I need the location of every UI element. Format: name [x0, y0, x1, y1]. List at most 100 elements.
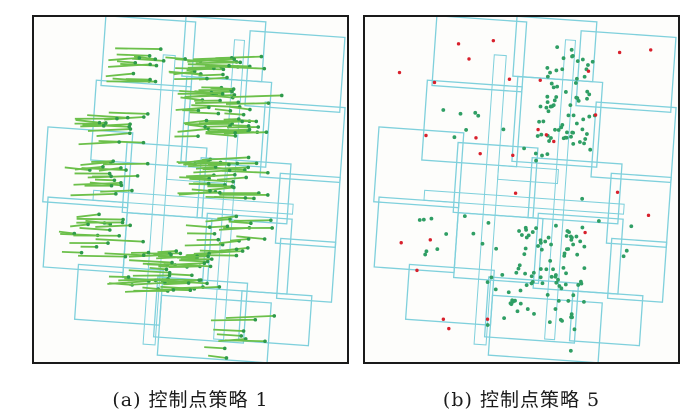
vector-head — [217, 285, 222, 289]
vector-line — [216, 176, 247, 181]
residual-vectors — [58, 47, 284, 360]
control-point-green — [423, 252, 428, 257]
vector-line — [98, 167, 122, 172]
vector-line — [204, 125, 231, 128]
control-point-green — [566, 113, 571, 118]
vector-line — [216, 333, 242, 337]
control-point-green — [572, 327, 577, 332]
vector-line — [98, 140, 144, 144]
vector-head — [225, 224, 230, 229]
tile-strip — [473, 54, 507, 346]
vector-head — [243, 196, 248, 200]
vector-head — [225, 75, 229, 80]
vector-head — [128, 131, 132, 136]
vector-head — [183, 57, 187, 61]
control-point-green — [585, 89, 590, 94]
control-point-green — [568, 103, 573, 108]
vector-head — [227, 162, 231, 167]
control-point-red — [397, 70, 402, 75]
control-point-green — [541, 119, 546, 124]
control-point-green — [544, 105, 549, 110]
vector-line — [84, 122, 106, 126]
control-point-red — [456, 42, 461, 46]
control-point-green — [545, 94, 550, 99]
control-point-green — [586, 63, 590, 67]
vector-head — [153, 57, 158, 62]
control-point-green — [549, 274, 554, 279]
vector-head — [228, 109, 233, 113]
vector-head — [115, 116, 119, 121]
vector-head — [224, 356, 229, 360]
control-point-green — [575, 96, 580, 101]
vector-head — [266, 193, 270, 197]
vector-head — [137, 56, 142, 60]
control-point-green — [564, 271, 568, 276]
control-point-red — [478, 151, 482, 156]
control-point-green — [576, 283, 581, 287]
tile-grid — [373, 17, 677, 362]
vector-head — [196, 134, 200, 138]
vector-head — [117, 140, 121, 144]
vector-line — [125, 78, 151, 81]
vector-line — [132, 57, 164, 62]
vector-line — [76, 217, 124, 221]
vector-line — [95, 224, 131, 228]
vector-head — [123, 254, 128, 259]
vector-head — [246, 237, 251, 241]
control-point-green — [525, 307, 530, 311]
control-point-green — [532, 311, 536, 316]
control-point-green — [493, 287, 498, 292]
control-point-green — [424, 249, 429, 254]
vector-head — [254, 119, 259, 124]
vector-line — [102, 162, 148, 166]
control-point-green — [462, 214, 467, 219]
tile-outline — [452, 211, 544, 285]
vector-line — [198, 120, 243, 125]
control-point-green — [554, 280, 559, 285]
vector-line — [96, 132, 130, 137]
vector-head — [205, 76, 209, 81]
tile-outline — [404, 263, 495, 326]
vector-head — [158, 47, 163, 51]
control-point-green — [506, 290, 511, 295]
vector-head — [171, 288, 176, 292]
vector-line — [171, 286, 220, 290]
control-point-green — [523, 246, 528, 251]
control-point-green — [534, 158, 538, 163]
vector-line — [202, 156, 249, 161]
control-point-green — [539, 132, 544, 137]
tile-outline — [259, 101, 346, 184]
control-point-green — [578, 140, 582, 144]
control-point-green — [548, 70, 552, 75]
control-point-green — [583, 137, 588, 141]
vector-head — [146, 250, 151, 255]
control-point-green — [549, 136, 553, 140]
vector-line — [73, 181, 121, 186]
vector-line — [129, 259, 173, 264]
vector-head — [109, 183, 114, 188]
vector-line — [165, 56, 186, 60]
vector-line — [78, 254, 126, 258]
vector-line — [205, 195, 246, 199]
control-point-green — [573, 81, 578, 85]
control-point-green — [534, 226, 538, 230]
vector-line — [108, 111, 148, 115]
vector-line — [128, 253, 172, 258]
vector-line — [171, 273, 192, 277]
control-point-green — [480, 241, 485, 246]
vector-line — [82, 123, 130, 128]
vector-head — [206, 181, 211, 186]
control-point-green — [543, 239, 548, 244]
control-point-green — [529, 281, 534, 286]
vector-line — [193, 173, 235, 179]
vector-head — [203, 125, 207, 129]
vector-line — [129, 281, 166, 286]
vector-line — [80, 124, 104, 128]
vector-line — [195, 61, 241, 64]
vector-head — [188, 288, 193, 293]
control-point-green — [522, 252, 527, 257]
control-point-green — [547, 139, 551, 143]
control-point-green — [540, 153, 544, 158]
vector-head — [270, 226, 274, 230]
control-point-green — [523, 225, 528, 230]
